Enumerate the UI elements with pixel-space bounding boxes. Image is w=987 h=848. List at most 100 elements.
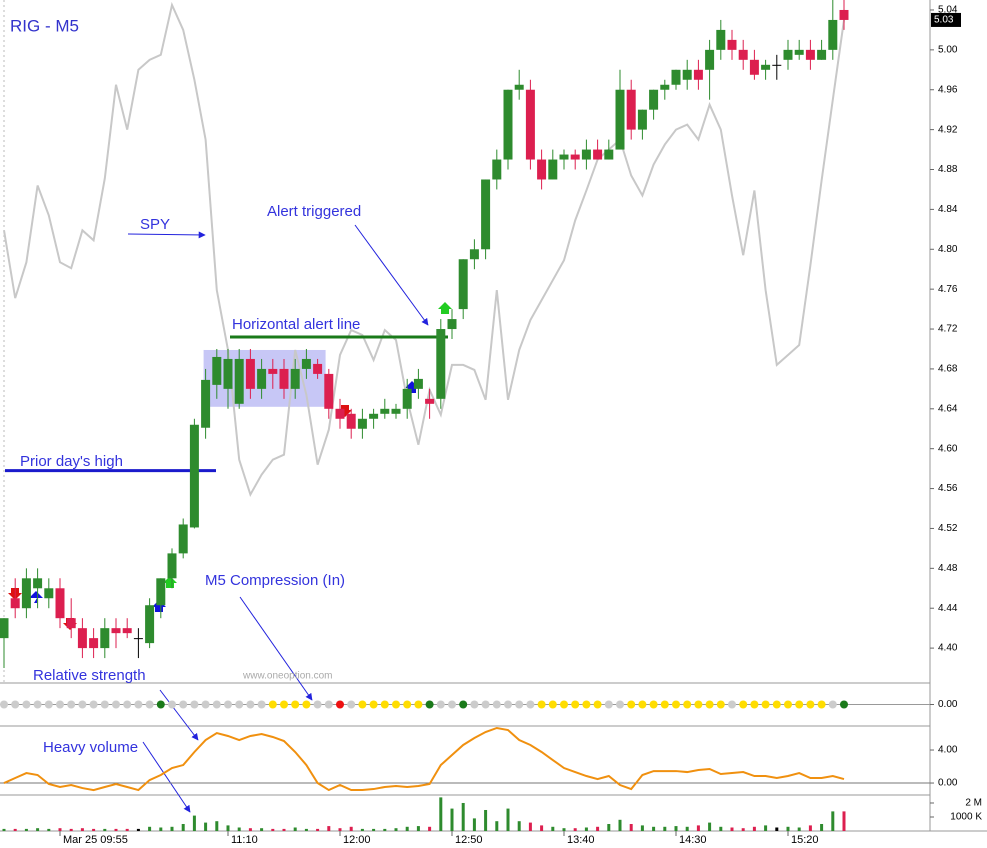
compression-dot bbox=[78, 700, 87, 709]
compression-dot bbox=[414, 700, 423, 709]
compression-dot bbox=[425, 700, 434, 709]
volume-bar bbox=[282, 828, 286, 831]
x-tick-label: Mar 25 09:55 bbox=[63, 834, 128, 846]
candle-body bbox=[525, 89, 535, 160]
volume-bar bbox=[181, 823, 185, 831]
candle-body bbox=[111, 628, 121, 634]
volume-bar bbox=[405, 826, 409, 831]
candle-body bbox=[626, 89, 636, 130]
candle-body bbox=[447, 319, 457, 330]
compression-dot bbox=[291, 700, 300, 709]
volume-bar bbox=[383, 828, 387, 831]
candle-body bbox=[189, 424, 199, 528]
volume-bar bbox=[528, 822, 532, 831]
compression-dot bbox=[627, 700, 636, 709]
volume-bar bbox=[103, 828, 107, 831]
y-tick-label: 4.48 bbox=[938, 563, 958, 574]
compression-dot bbox=[772, 700, 781, 709]
chart-title: RIG - M5 bbox=[10, 16, 79, 35]
compression-dot bbox=[190, 700, 199, 709]
volume-bar bbox=[540, 825, 544, 831]
x-tick-label: 13:40 bbox=[567, 834, 595, 846]
volume-bar bbox=[36, 828, 40, 831]
candle-body bbox=[693, 69, 703, 80]
compression-dot bbox=[11, 700, 20, 709]
volume-bar bbox=[69, 828, 73, 831]
volume-bar bbox=[13, 828, 17, 831]
candle-body bbox=[245, 358, 255, 389]
volume-bar bbox=[708, 822, 712, 831]
candle-body bbox=[492, 159, 502, 180]
candle-body bbox=[581, 149, 591, 160]
candle-body bbox=[593, 149, 603, 160]
volume-bar bbox=[484, 809, 488, 831]
compression-dot bbox=[257, 700, 266, 709]
volume-bar bbox=[293, 827, 297, 831]
candle-body bbox=[749, 59, 759, 75]
annotation-arrow bbox=[127, 231, 206, 239]
candle-body bbox=[357, 418, 367, 429]
candle-body bbox=[156, 578, 166, 606]
volume-bar bbox=[416, 826, 420, 831]
compression-dot bbox=[672, 700, 680, 709]
compression-dot bbox=[224, 700, 232, 709]
annotation-arrow bbox=[354, 224, 429, 326]
volume-bar bbox=[450, 808, 454, 831]
candle-body bbox=[89, 638, 99, 649]
candle-body bbox=[33, 578, 43, 589]
compression-dot bbox=[235, 700, 244, 709]
y-tick-label: 4.80 bbox=[938, 244, 958, 255]
candle-body bbox=[0, 618, 9, 639]
candle-body bbox=[436, 329, 446, 399]
volume-bar bbox=[58, 828, 62, 831]
volume-bar bbox=[775, 827, 779, 831]
compression-dot bbox=[459, 700, 468, 709]
y-tick-label: 4.88 bbox=[938, 164, 958, 175]
candle-body bbox=[77, 628, 87, 649]
compression-dot bbox=[179, 700, 188, 709]
candle-body bbox=[649, 89, 659, 110]
volume-bar bbox=[80, 828, 84, 831]
volume-bar bbox=[248, 828, 252, 831]
volume-bar bbox=[327, 826, 331, 831]
compression-dot bbox=[403, 700, 412, 709]
volume-bar bbox=[741, 828, 745, 831]
volume-bar bbox=[338, 828, 342, 831]
volume-bar bbox=[517, 821, 521, 831]
candle-body bbox=[805, 49, 815, 60]
compression-dot bbox=[145, 700, 154, 709]
volume-bar bbox=[226, 825, 230, 831]
compression-dot bbox=[750, 700, 759, 709]
compression-dot bbox=[134, 700, 143, 709]
annotation: SPY bbox=[140, 216, 170, 233]
compression-dot bbox=[492, 700, 501, 709]
compression-dot bbox=[571, 700, 580, 709]
rs-line bbox=[3, 726, 845, 792]
candle-body bbox=[537, 159, 547, 180]
compression-dot bbox=[806, 700, 815, 709]
compression-dot bbox=[728, 700, 736, 709]
volume-bar bbox=[192, 815, 196, 831]
y-tick-label: 4.64 bbox=[938, 403, 958, 414]
candle-body bbox=[794, 49, 804, 55]
y-tick-label: 4.44 bbox=[938, 603, 958, 614]
candle-body bbox=[458, 259, 468, 310]
volume-bar bbox=[685, 826, 689, 831]
candle-body bbox=[133, 638, 143, 640]
compression-dot bbox=[840, 700, 848, 709]
compression-dot bbox=[761, 700, 770, 709]
compression-dot bbox=[201, 700, 210, 709]
annotation: Heavy volume bbox=[43, 739, 138, 756]
y-tick-label: 4.72 bbox=[938, 324, 958, 335]
x-tick-label: 14:30 bbox=[679, 834, 707, 846]
annotation: Horizontal alert line bbox=[232, 316, 360, 333]
x-tick-label: 15:20 bbox=[791, 834, 819, 846]
volume-bar bbox=[495, 821, 499, 831]
candle-body bbox=[380, 408, 390, 414]
compression-dot bbox=[100, 700, 109, 709]
candle-body bbox=[301, 358, 311, 369]
volume-bar bbox=[797, 827, 801, 831]
volume-bar bbox=[439, 797, 443, 831]
candle-body bbox=[772, 64, 782, 66]
